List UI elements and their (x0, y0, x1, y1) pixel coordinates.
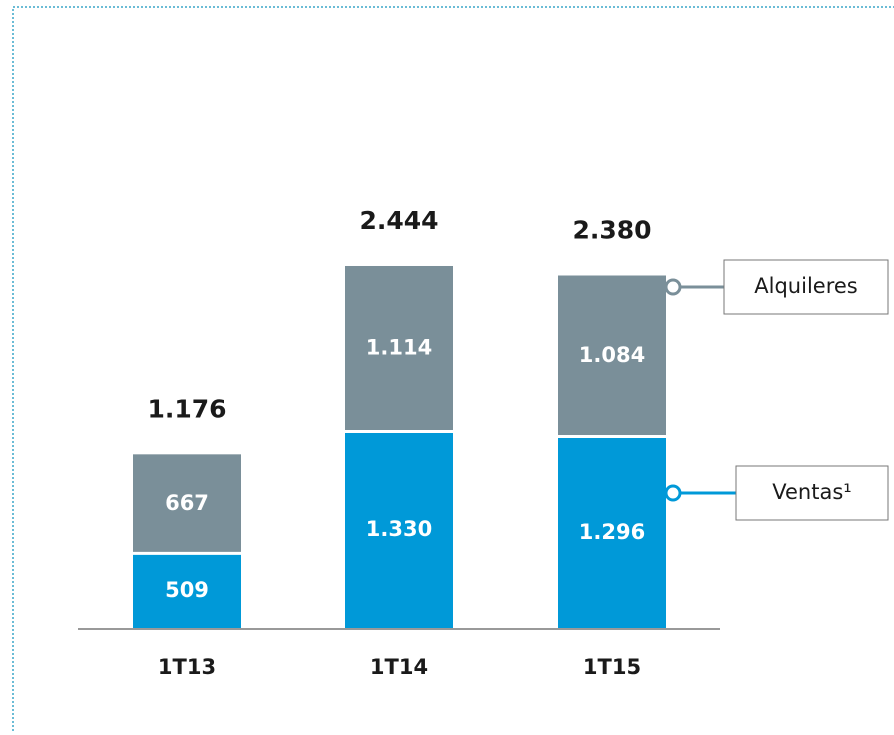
value-label: 1.330 (366, 517, 432, 541)
frame (12, 6, 894, 731)
value-label: 1.114 (366, 336, 432, 360)
legend-label: Alquileres (754, 274, 857, 298)
x-tick-label: 1T13 (158, 655, 216, 679)
bar-segment (558, 275, 666, 437)
legend-marker (664, 484, 682, 502)
value-label: 667 (165, 491, 209, 515)
bar-segment (345, 265, 453, 432)
legend-label: Ventas¹ (772, 480, 851, 504)
value-label: 509 (165, 578, 209, 602)
value-label: 1.296 (579, 520, 645, 544)
total-label: 2.380 (572, 215, 651, 244)
value-label: 1.084 (579, 343, 645, 367)
legend-marker (664, 278, 682, 296)
bar-segment (133, 553, 241, 629)
x-tick-label: 1T15 (583, 655, 641, 679)
x-tick-label: 1T14 (370, 655, 428, 679)
legend-box (735, 465, 889, 521)
legend-box (723, 259, 889, 315)
total-label: 1.176 (147, 394, 226, 423)
total-label: 2.444 (359, 206, 438, 235)
bar-segment (133, 454, 241, 554)
bar-segment (558, 436, 666, 629)
bar-segment (345, 431, 453, 629)
